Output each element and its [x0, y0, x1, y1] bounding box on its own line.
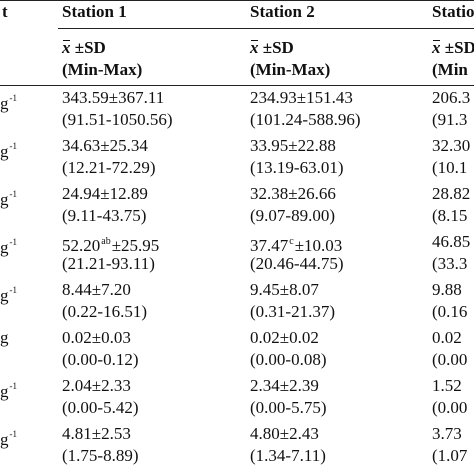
column-header-parameter: t [2, 2, 8, 21]
cell-range-station-2: (1.34-7.11) [250, 446, 326, 465]
unit-exponent: -1 [9, 237, 18, 247]
subheader-range-station-3: (Min [432, 60, 468, 79]
cell-range-station-3: (91.3 [432, 110, 468, 129]
cell-range-station-2: (0.00-5.75) [250, 398, 327, 417]
subheader-stat-station-2: x ±SD [250, 38, 294, 58]
mean-symbol: x [250, 38, 259, 57]
cell-mean-sd-station-2: 9.45±8.07 [250, 280, 319, 299]
unit-text: g [0, 94, 9, 113]
cell-range-station-3: (0.00 [432, 398, 468, 417]
cell-mean-sd-station-1: 34.63±25.34 [62, 136, 148, 155]
row-unit-label: g-1 [0, 232, 17, 258]
mean-value: 52.20 [62, 236, 101, 255]
row-unit-label: g-1 [0, 424, 17, 450]
subheader-range-station-2: (Min-Max) [250, 60, 331, 79]
cell-mean-sd-station-3: 3.73 [432, 424, 462, 443]
cell-mean-sd-station-1: 4.81±2.53 [62, 424, 131, 443]
row-unit-label: g-1 [0, 376, 17, 402]
mean-symbol: x [62, 38, 71, 57]
unit-text: g [0, 382, 9, 401]
row-unit-label: g [0, 328, 9, 348]
unit-exponent: -1 [9, 141, 18, 151]
unit-exponent: -1 [9, 189, 18, 199]
cell-mean-sd-station-1: 343.59±367.11 [62, 88, 165, 107]
cell-mean-sd-station-2: 2.34±2.39 [250, 376, 319, 395]
cell-mean-sd-station-3: 28.82 [432, 184, 471, 203]
column-header-station-3: Statio [432, 2, 474, 21]
cell-range-station-1: (21.21-93.11) [62, 254, 155, 273]
cell-mean-sd-station-2: 4.80±2.43 [250, 424, 319, 443]
cell-range-station-2: (0.31-21.37) [250, 302, 335, 321]
cell-mean-sd-station-2: 0.02±0.02 [250, 328, 319, 347]
significance-letter: ab [101, 236, 111, 247]
unit-exponent: -1 [9, 285, 18, 295]
cell-mean-sd-station-2: 33.95±22.88 [250, 136, 336, 155]
mean-symbol: x [432, 38, 441, 57]
column-header-station-1: Station 1 [62, 2, 127, 21]
cell-mean-sd-station-1: 8.44±7.20 [62, 280, 131, 299]
cell-mean-sd-station-3: 46.85 [432, 232, 471, 251]
unit-text: g [0, 328, 9, 347]
unit-text: g [0, 142, 9, 161]
cell-range-station-2: (20.46-44.75) [250, 254, 344, 273]
cell-range-station-1: (91.51-1050.56) [62, 110, 173, 129]
unit-text: g [0, 430, 9, 449]
row-unit-label: g-1 [0, 184, 17, 210]
column-header-station-2: Station 2 [250, 2, 315, 21]
cell-range-station-2: (9.07-89.00) [250, 206, 335, 225]
header-rule [58, 28, 474, 29]
unit-exponent: -1 [9, 381, 18, 391]
cell-range-station-3: (0.00 [432, 350, 468, 369]
row-unit-label: g-1 [0, 136, 17, 162]
unit-exponent: -1 [9, 429, 18, 439]
mean-value: 37.47 [250, 236, 289, 255]
sd-label: ±SD [70, 38, 106, 57]
table-top-rule [0, 0, 474, 1]
significance-letter: c [289, 236, 294, 247]
cell-range-station-3: (33.3 [432, 254, 468, 273]
subheader-stat-station-3: x ±SD [432, 38, 474, 58]
cell-range-station-3: (1.07 [432, 446, 468, 465]
row-unit-label: g-1 [0, 88, 17, 114]
cell-mean-sd-station-3: 9.88 [432, 280, 462, 299]
cell-range-station-1: (0.00-5.42) [62, 398, 139, 417]
cell-mean-sd-station-2: 32.38±26.66 [250, 184, 336, 203]
cell-range-station-1: (9.11-43.75) [62, 206, 147, 225]
cell-range-station-1: (0.00-0.12) [62, 350, 139, 369]
sd-label: ±SD [440, 38, 474, 57]
cell-range-station-2: (101.24-588.96) [250, 110, 361, 129]
sd-value: ±10.03 [294, 236, 343, 255]
cell-mean-sd-station-1: 0.02±0.03 [62, 328, 131, 347]
cell-mean-sd-station-1: 2.04±2.33 [62, 376, 131, 395]
cell-mean-sd-station-3: 1.52 [432, 376, 462, 395]
cell-mean-sd-station-3: 32.30 [432, 136, 471, 155]
cell-mean-sd-station-2: 37.47c±10.03 [250, 232, 342, 256]
unit-exponent: -1 [9, 93, 18, 103]
cell-range-station-3: (8.15 [432, 206, 468, 225]
unit-text: g [0, 238, 9, 257]
cell-mean-sd-station-1: 52.20ab±25.95 [62, 232, 159, 256]
unit-text: g [0, 286, 9, 305]
row-unit-label: g-1 [0, 280, 17, 306]
cell-range-station-1: (1.75-8.89) [62, 446, 139, 465]
cell-range-station-1: (12.21-72.29) [62, 158, 156, 177]
cell-range-station-3: (10.1 [432, 158, 468, 177]
cell-mean-sd-station-1: 24.94±12.89 [62, 184, 148, 203]
cell-range-station-2: (0.00-0.08) [250, 350, 327, 369]
subheader-range-station-1: (Min-Max) [62, 60, 143, 79]
cell-mean-sd-station-3: 0.02 [432, 328, 462, 347]
cell-mean-sd-station-3: 206.3 [432, 88, 471, 107]
cell-range-station-3: (0.16 [432, 302, 468, 321]
cell-range-station-1: (0.22-16.51) [62, 302, 147, 321]
cell-mean-sd-station-2: 234.93±151.43 [250, 88, 353, 107]
cell-range-station-2: (13.19-63.01) [250, 158, 344, 177]
subheader-stat-station-1: x ±SD [62, 38, 106, 58]
sd-label: ±SD [258, 38, 294, 57]
sd-value: ±25.95 [111, 236, 160, 255]
subheader-rule [0, 85, 474, 86]
unit-text: g [0, 190, 9, 209]
